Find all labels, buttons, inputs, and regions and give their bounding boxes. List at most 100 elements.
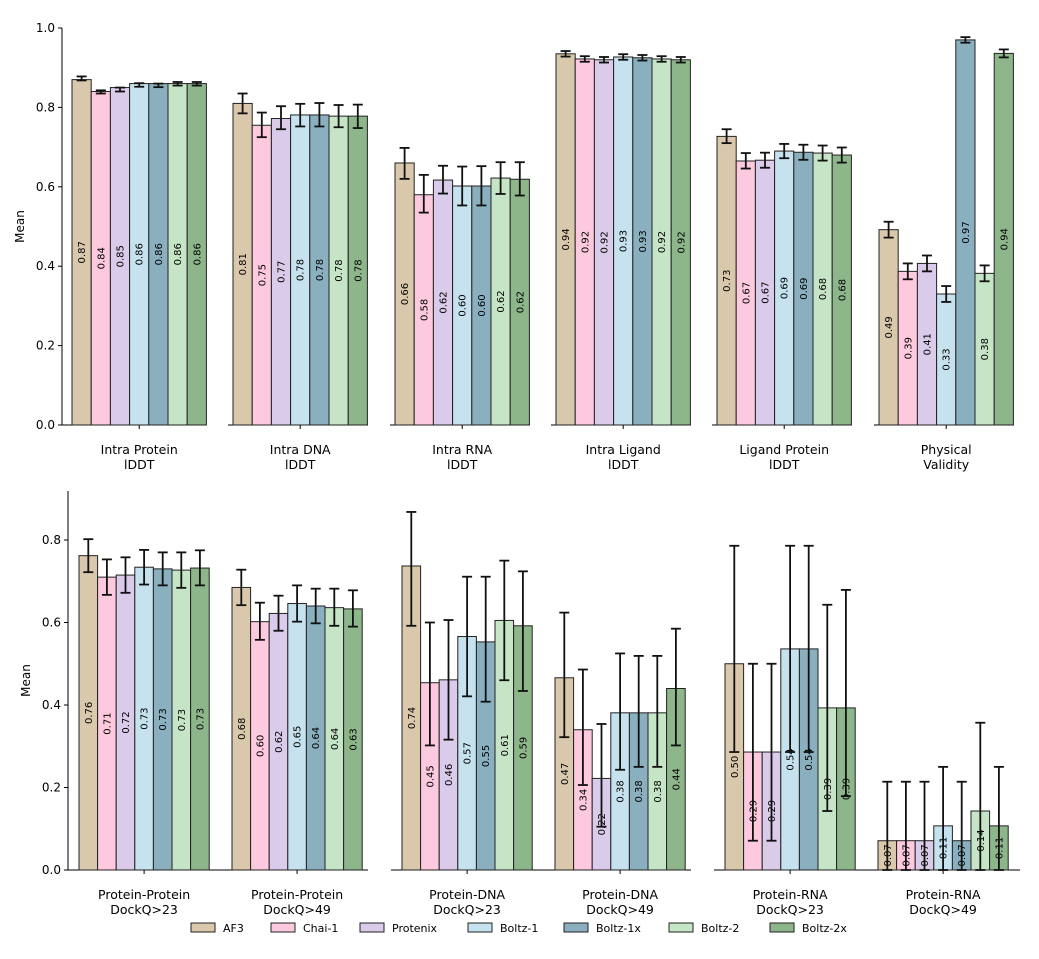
value-label: 0.69 [780, 277, 791, 299]
value-label: 0.73 [177, 709, 188, 731]
value-label: 0.84 [96, 247, 107, 269]
y-tick-label: 0.2 [42, 781, 61, 795]
value-label: 0.78 [334, 259, 345, 281]
value-label: 0.34 [578, 789, 589, 811]
value-label: 0.67 [741, 282, 752, 304]
value-label: 0.49 [884, 316, 895, 338]
value-label: 0.93 [619, 230, 630, 252]
group-label: lDDT [124, 457, 155, 472]
value-label: 0.78 [315, 259, 326, 281]
value-label: 0.62 [496, 290, 507, 312]
value-label: 0.65 [293, 726, 304, 748]
y-tick-label: 0.6 [42, 616, 61, 630]
value-label: 0.07 [920, 844, 931, 866]
value-label: 0.66 [400, 283, 411, 305]
value-label: 0.41 [923, 333, 934, 355]
value-label: 0.64 [330, 728, 341, 750]
value-label: 0.78 [353, 259, 364, 281]
legend-swatch-af3 [190, 922, 216, 933]
value-label: 0.75 [257, 264, 268, 286]
legend-label: Boltz-1x [596, 922, 641, 935]
group-label: Intra DNA [270, 442, 331, 457]
y-tick-label: 0.8 [42, 533, 61, 547]
value-label: 0.76 [84, 702, 95, 724]
value-label: 0.11 [939, 837, 950, 859]
value-label: 0.77 [277, 261, 288, 283]
legend-swatch-boltz-1x [563, 922, 589, 933]
legend-swatch-protenix [359, 922, 385, 933]
value-label: 0.92 [580, 231, 591, 253]
value-label: 0.07 [957, 844, 968, 866]
y-tick-label: 0.4 [42, 698, 61, 712]
value-label: 0.94 [999, 228, 1010, 250]
y-tick-label: 0.2 [36, 339, 55, 353]
group-label: Intra RNA [432, 442, 492, 457]
group-label: DockQ>23 [756, 902, 824, 917]
value-label: 0.38 [653, 780, 664, 802]
group-label: DockQ>23 [433, 902, 501, 917]
legend-swatch-boltz-2 [668, 922, 694, 933]
y-axis-label: Mean [13, 210, 27, 243]
group-label: lDDT [285, 457, 316, 472]
legend-label: Protenix [392, 922, 438, 935]
value-label: 0.07 [901, 844, 912, 866]
value-label: 0.73 [140, 707, 151, 729]
legend-swatch-boltz-1 [467, 922, 493, 933]
value-label: 0.62 [515, 291, 526, 313]
group-label: Protein-DNA [429, 887, 505, 902]
group-label: Ligand Protein [739, 442, 829, 457]
value-label: 0.71 [102, 712, 113, 734]
value-label: 0.97 [961, 221, 972, 243]
value-label: 0.64 [311, 727, 322, 749]
y-tick-label: 0.0 [42, 863, 61, 877]
value-label: 0.22 [597, 813, 608, 835]
value-label: 0.38 [634, 780, 645, 802]
value-label: 0.92 [657, 231, 668, 253]
value-label: 0.78 [296, 259, 307, 281]
legend-label: Chai-1 [303, 922, 338, 935]
y-tick-label: 1.0 [36, 21, 55, 35]
group-label: Protein-DNA [582, 887, 658, 902]
value-label: 0.29 [767, 800, 778, 822]
y-tick-label: 0.6 [36, 180, 55, 194]
y-tick-label: 0.4 [36, 259, 55, 273]
group-label: Protein-RNA [753, 887, 828, 902]
group-label: Protein-Protein [251, 887, 343, 902]
value-label: 0.14 [976, 829, 987, 851]
value-label: 0.73 [158, 708, 169, 730]
value-label: 0.60 [477, 294, 488, 316]
group-label: DockQ>23 [110, 902, 178, 917]
value-label: 0.93 [638, 230, 649, 252]
value-label: 0.86 [135, 243, 146, 265]
legend-label: Boltz-2x [802, 922, 847, 935]
value-label: 0.85 [116, 245, 127, 267]
value-label: 0.54 [786, 748, 797, 770]
legend-swatch-boltz-2x [769, 922, 795, 933]
value-label: 0.68 [837, 279, 848, 301]
group-label: DockQ>49 [263, 902, 331, 917]
value-label: 0.38 [980, 338, 991, 360]
legend-label: Boltz-2 [701, 922, 739, 935]
value-label: 0.55 [481, 745, 492, 767]
value-label: 0.86 [173, 243, 184, 265]
group-label: Validity [923, 457, 969, 472]
value-label: 0.59 [518, 737, 529, 759]
y-axis-label: Mean [19, 664, 33, 697]
value-label: 0.86 [192, 243, 203, 265]
y-tick-label: 0.8 [36, 100, 55, 114]
value-label: 0.67 [761, 281, 772, 303]
value-label: 0.29 [748, 800, 759, 822]
group-label: lDDT [608, 457, 639, 472]
group-label: lDDT [447, 457, 478, 472]
group-label: DockQ>49 [909, 902, 977, 917]
y-tick-label: 0.0 [36, 418, 55, 432]
value-label: 0.92 [600, 231, 611, 253]
group-label: Physical [921, 442, 972, 457]
group-label: Intra Ligand [586, 442, 661, 457]
legend-label: AF3 [223, 922, 244, 935]
group-label: Intra Protein [101, 442, 178, 457]
value-label: 0.68 [237, 718, 248, 740]
value-label: 0.68 [818, 278, 829, 300]
value-label: 0.39 [903, 337, 914, 359]
